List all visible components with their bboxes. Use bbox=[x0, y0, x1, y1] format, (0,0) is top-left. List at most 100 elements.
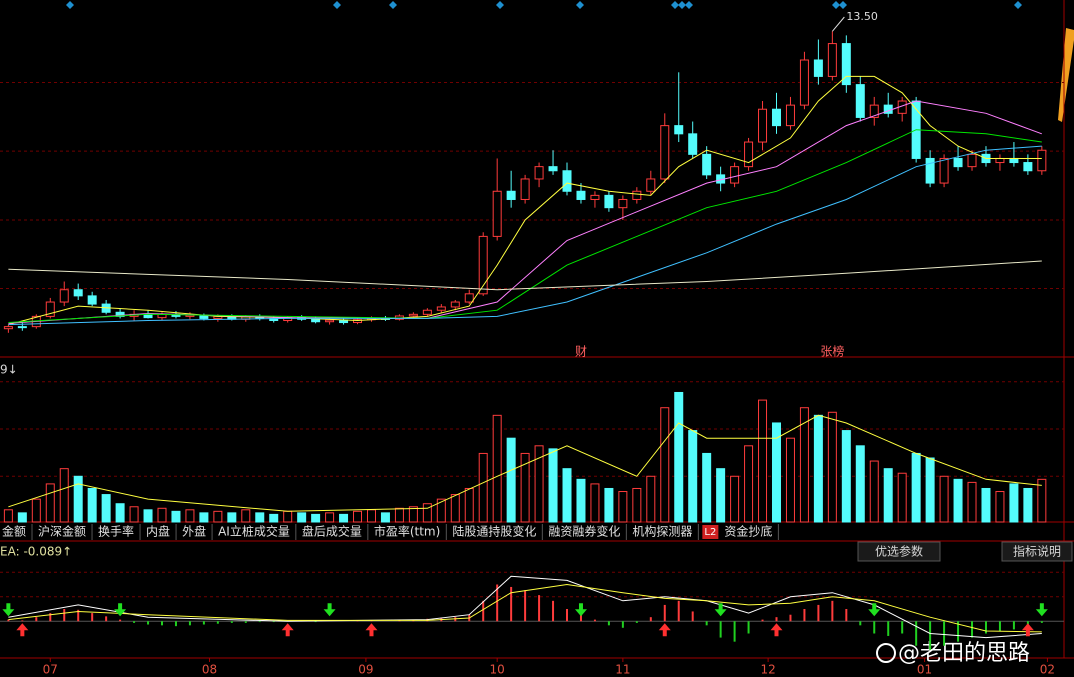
volume-bar bbox=[31, 498, 41, 523]
candle-body bbox=[17, 326, 27, 329]
volume-bar bbox=[618, 491, 628, 523]
volume-bar bbox=[199, 512, 209, 523]
candle-body bbox=[799, 59, 809, 106]
candle-body bbox=[604, 194, 614, 209]
tab[interactable]: 内盘 bbox=[146, 524, 170, 539]
candle-body bbox=[450, 301, 460, 308]
volume-bar bbox=[534, 445, 544, 523]
volume-bar bbox=[506, 437, 516, 523]
volume-bar bbox=[283, 510, 293, 523]
annotation: 财 bbox=[575, 345, 587, 359]
volume-bar bbox=[730, 475, 740, 523]
candle-body bbox=[758, 108, 768, 143]
volume-bar bbox=[269, 513, 279, 523]
candle-body bbox=[353, 319, 363, 324]
candle-body bbox=[1009, 157, 1019, 164]
candle-body bbox=[45, 301, 55, 317]
candle-body bbox=[995, 157, 1005, 164]
volume-bar bbox=[1009, 483, 1019, 523]
button-label[interactable]: 优选参数 bbox=[875, 544, 923, 559]
tab[interactable]: 机构探测器 bbox=[632, 524, 692, 539]
button-label[interactable]: 指标说明 bbox=[1013, 544, 1061, 559]
candle-body bbox=[674, 125, 684, 135]
volume-bar bbox=[478, 452, 488, 523]
moving-average bbox=[8, 583, 1042, 633]
candle-body bbox=[827, 43, 837, 77]
sell-arrow bbox=[1035, 603, 1048, 617]
buy-arrow bbox=[365, 623, 378, 637]
candle-body bbox=[925, 157, 935, 184]
volume-bar bbox=[73, 475, 83, 523]
candle-body bbox=[492, 190, 502, 237]
volume-bar bbox=[520, 452, 530, 523]
volume-bar bbox=[562, 468, 572, 523]
volume-bar bbox=[59, 468, 69, 523]
trend-arrow bbox=[1058, 28, 1074, 122]
tab[interactable]: 市盈率(ttm) bbox=[374, 524, 440, 539]
volume-bar bbox=[408, 506, 418, 523]
tab[interactable]: 金额 bbox=[2, 524, 26, 539]
x-tick-label: 07 bbox=[43, 663, 58, 677]
volume-bar bbox=[674, 391, 684, 523]
moving-average bbox=[8, 575, 1042, 639]
tab[interactable]: 陆股通持股变化 bbox=[452, 524, 536, 539]
candle-body bbox=[59, 289, 69, 303]
tab[interactable]: 融资融券变化 bbox=[548, 524, 620, 539]
tab[interactable]: 盘后成交量 bbox=[302, 524, 362, 539]
buy-arrow bbox=[770, 623, 783, 637]
volume-bar bbox=[380, 512, 390, 523]
volume-bar bbox=[366, 509, 376, 523]
volume-bar bbox=[101, 494, 111, 523]
volume-bar bbox=[771, 422, 781, 523]
tab[interactable]: AI立桩成交量 bbox=[218, 524, 290, 539]
volume-bar bbox=[981, 487, 991, 523]
volume-bar bbox=[436, 498, 446, 523]
candle-body bbox=[855, 84, 865, 118]
volume-bar bbox=[171, 510, 181, 523]
volume-bar bbox=[185, 509, 195, 523]
volume-bar bbox=[115, 503, 125, 523]
volume-bar bbox=[911, 452, 921, 523]
candle-body bbox=[408, 313, 418, 317]
weibo-icon bbox=[876, 643, 896, 663]
candle-body bbox=[953, 157, 963, 168]
volume-bar bbox=[688, 430, 698, 523]
button-box[interactable] bbox=[857, 541, 941, 562]
sell-arrow bbox=[574, 603, 587, 617]
tab[interactable]: 外盘 bbox=[182, 524, 206, 539]
volume-bar bbox=[227, 512, 237, 523]
moving-average bbox=[8, 129, 1042, 323]
tab[interactable]: 资金抄底 bbox=[724, 524, 772, 539]
candle-body bbox=[548, 166, 558, 172]
volume-bar bbox=[394, 507, 404, 523]
x-tick-label: 11 bbox=[615, 663, 630, 677]
volume-bar bbox=[464, 487, 474, 523]
volume-bar bbox=[813, 414, 823, 523]
candle-body bbox=[1037, 149, 1047, 172]
volume-bar bbox=[492, 414, 502, 523]
volume-bar bbox=[157, 507, 167, 523]
watermark: @老田的思路 bbox=[898, 641, 1030, 666]
volume-bar bbox=[939, 475, 949, 523]
candle-body bbox=[632, 190, 642, 200]
volume-bar bbox=[660, 407, 670, 523]
volume-bar bbox=[744, 445, 754, 523]
candle-body bbox=[869, 104, 879, 118]
badge: L2 bbox=[704, 527, 716, 538]
tab-bar: 金额 沪深金额 换手率 内盘 外盘 AI立桩成交量 盘后成交量 市盈率(ttm) 陆股通持股变化… bbox=[2, 524, 779, 540]
volume-bar bbox=[967, 481, 977, 523]
candle-body bbox=[3, 326, 13, 330]
candle-body bbox=[660, 125, 670, 180]
button-box[interactable] bbox=[1001, 541, 1073, 562]
annotation: 张榜 bbox=[820, 344, 844, 359]
candle-body bbox=[325, 319, 335, 323]
tab[interactable]: 换手率 bbox=[98, 524, 134, 539]
badge-box bbox=[702, 525, 719, 539]
volume-bar bbox=[869, 460, 879, 523]
buy-arrow bbox=[658, 623, 671, 637]
tab[interactable]: 沪深金额 bbox=[38, 524, 86, 539]
candle-body bbox=[506, 190, 516, 200]
volume-bar bbox=[1037, 478, 1047, 523]
candle-body bbox=[1023, 162, 1033, 172]
